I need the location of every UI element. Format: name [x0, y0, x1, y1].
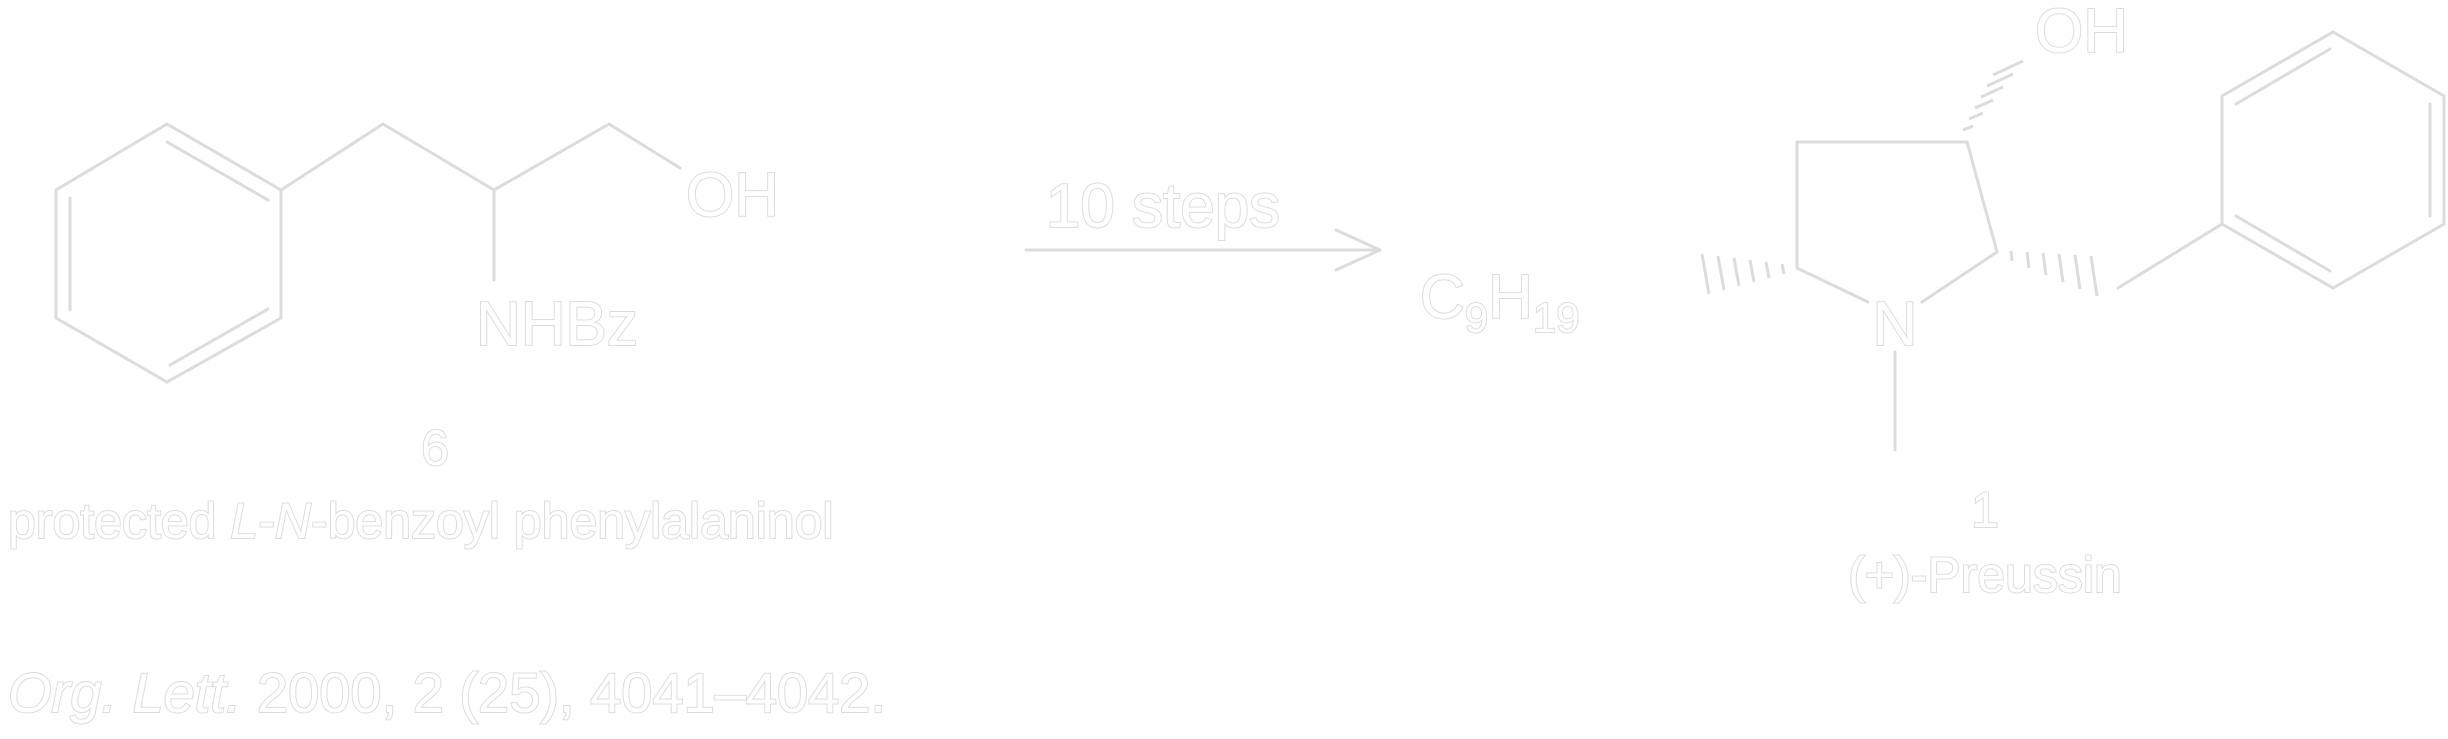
hydroxyl-label-left: OH [686, 161, 779, 230]
hashed-wedge-oh [1962, 59, 2024, 132]
nhbz-label: NHBz [476, 290, 638, 359]
pyrrolidine-ring [1795, 140, 1999, 452]
compound-name-preussin: (+)-Preussin [1848, 547, 2122, 603]
benzene-ring-left [54, 122, 283, 384]
compound-number-6: 6 [421, 420, 449, 476]
compound-name-6: protected L-N-benzoyl phenylalaninol [8, 493, 834, 549]
hydroxyl-label-right: OH [2035, 0, 2128, 66]
citation-details: 2000, 2 (25), 4041–4042. [241, 661, 886, 724]
arrow-label: 10 steps [1046, 172, 1280, 241]
c9h19-h-subscript: 19 [1533, 294, 1580, 341]
c9h19-h: H [1488, 263, 1533, 332]
nitrogen-label: N [1873, 290, 1918, 359]
citation: Org. Lett. 2000, 2 (25), 4041–4042. [8, 661, 886, 724]
c9h19-c-subscript: 9 [1465, 294, 1488, 341]
hashed-wedge-c9h19 [1700, 253, 1786, 295]
benzyl-group-right [2116, 30, 2446, 290]
citation-journal: Org. Lett. [8, 661, 241, 724]
name-stereo: L [230, 493, 258, 549]
name-n: N [275, 493, 312, 549]
hashed-wedge-benzyl [2009, 250, 2099, 297]
reaction-arrow [1024, 228, 1382, 272]
name-mid: - [258, 493, 275, 549]
carbon-chain-left [279, 122, 682, 282]
c9h19-label: C9H19 [1420, 263, 1580, 341]
compound-number-1: 1 [1971, 482, 1999, 538]
name-prefix: protected [8, 493, 230, 549]
c9h19-c: C [1420, 263, 1465, 332]
name-suffix: -benzoyl phenylalaninol [311, 493, 834, 549]
